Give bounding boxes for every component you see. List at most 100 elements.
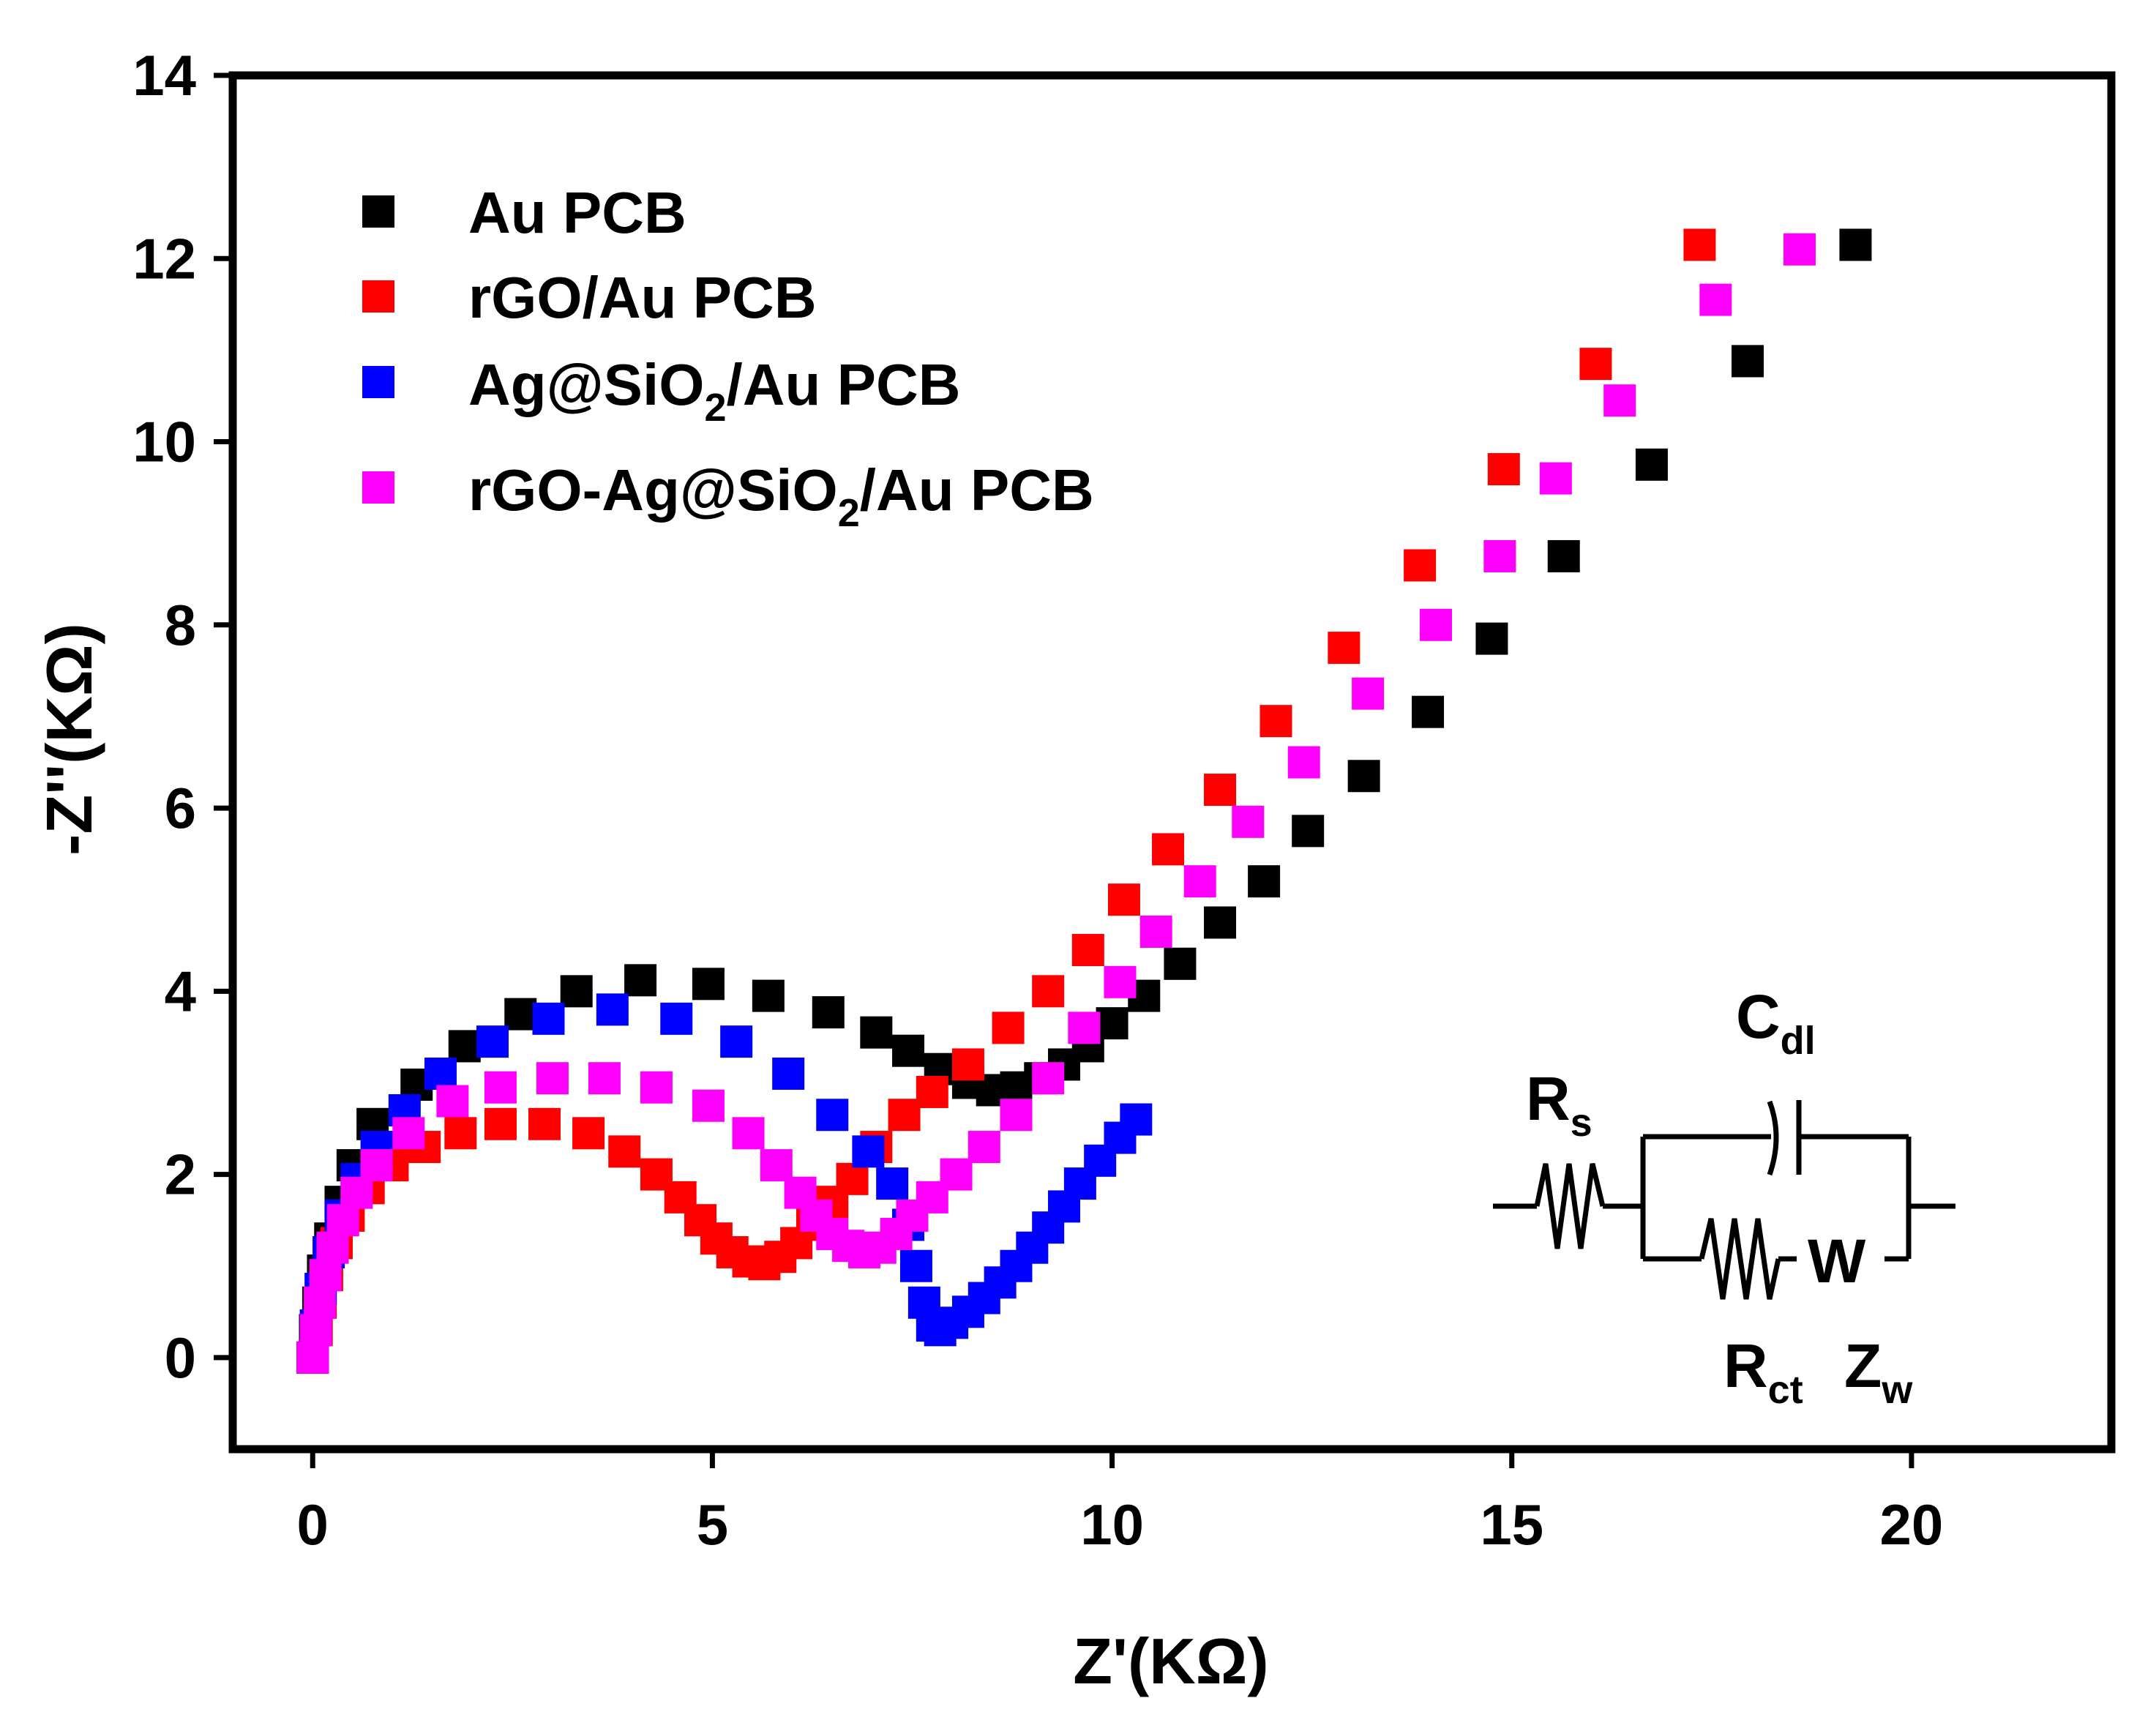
point-rgo-au-pcb — [1071, 934, 1104, 967]
x-tick-label: 15 — [1480, 1492, 1543, 1557]
point-rgo-ag-sio2-au-pcb — [1232, 805, 1265, 838]
point-rgo-ag-sio2-au-pcb — [1183, 865, 1216, 898]
point-rgo-ag-sio2-au-pcb — [588, 1062, 621, 1095]
circuit-label-zw: Zw — [1844, 1331, 1913, 1412]
point-rgo-au-pcb — [1032, 975, 1065, 1008]
y-tick-label: 8 — [165, 593, 196, 657]
equivalent-circuit — [1493, 1100, 1955, 1300]
point-ag-sio2-au-pcb — [1120, 1103, 1153, 1136]
point-rgo-au-pcb — [1404, 549, 1437, 582]
point-au-pcb — [1096, 1007, 1128, 1040]
circuit-label-w: W — [1808, 1227, 1866, 1295]
circuit-label-rct: Rct — [1723, 1331, 1803, 1412]
point-rgo-ag-sio2-au-pcb — [316, 1231, 349, 1264]
point-rgo-ag-sio2-au-pcb — [340, 1176, 373, 1209]
y-axis-title: -Z''(KΩ) — [33, 623, 105, 856]
point-ag-sio2-au-pcb — [816, 1099, 849, 1132]
y-tick-label: 10 — [132, 410, 196, 474]
y-tick-label: 14 — [132, 43, 196, 108]
circuit-label-cdl: Cdl — [1736, 982, 1816, 1063]
point-au-pcb — [504, 998, 537, 1031]
point-rgo-ag-sio2-au-pcb — [1104, 965, 1137, 998]
point-ag-sio2-au-pcb — [660, 1002, 693, 1035]
circuit-label-rs: Rs — [1526, 1064, 1592, 1145]
point-rgo-ag-sio2-au-pcb — [1000, 1099, 1033, 1132]
point-rgo-au-pcb — [1259, 705, 1292, 738]
point-au-pcb — [752, 979, 785, 1012]
circuit-resistor-rct — [1699, 1218, 1781, 1300]
point-rgo-ag-sio2-au-pcb — [1483, 539, 1516, 572]
point-rgo-ag-sio2-au-pcb — [732, 1117, 765, 1150]
point-rgo-ag-sio2-au-pcb — [436, 1085, 469, 1118]
circuit-capacitor-cdl-plate-left — [1767, 1100, 1779, 1176]
point-au-pcb — [1475, 622, 1508, 655]
point-ag-sio2-au-pcb — [772, 1057, 805, 1090]
point-rgo-ag-sio2-au-pcb — [392, 1117, 425, 1150]
point-rgo-au-pcb — [444, 1117, 477, 1150]
point-rgo-ag-sio2-au-pcb — [967, 1131, 1000, 1164]
point-ag-sio2-au-pcb — [876, 1167, 909, 1200]
point-rgo-ag-sio2-au-pcb — [1139, 915, 1172, 948]
point-rgo-ag-sio2-au-pcb — [1783, 233, 1816, 266]
point-rgo-ag-sio2-au-pcb — [1539, 462, 1572, 495]
point-rgo-ag-sio2-au-pcb — [1352, 677, 1385, 710]
point-rgo-au-pcb — [1152, 833, 1185, 866]
x-tick-label: 20 — [1880, 1492, 1944, 1557]
point-rgo-ag-sio2-au-pcb — [1419, 608, 1452, 641]
point-rgo-au-pcb — [608, 1135, 641, 1168]
point-rgo-ag-sio2-au-pcb — [640, 1071, 673, 1104]
point-au-pcb — [1547, 539, 1580, 572]
x-tick-label: 5 — [697, 1492, 728, 1557]
point-rgo-ag-sio2-au-pcb — [760, 1149, 793, 1182]
y-tick-label: 2 — [165, 1143, 196, 1207]
legend-label-rgo-ag-sio2-au-pcb: rGO-Ag@SiO2/Au PCB — [468, 457, 1094, 535]
legend-label-rgo-au-pcb: rGO/Au PCB — [468, 265, 817, 330]
point-rgo-ag-sio2-au-pcb — [1699, 283, 1732, 316]
point-au-pcb — [1292, 815, 1325, 848]
point-rgo-au-pcb — [916, 1075, 948, 1108]
y-tick-label: 0 — [165, 1325, 196, 1390]
axis-ticks: 0 5 10 15 20 0 2 4 6 8 10 12 14 — [132, 43, 1943, 1557]
point-rgo-au-pcb — [951, 1048, 984, 1081]
point-rgo-ag-sio2-au-pcb — [692, 1089, 725, 1122]
point-au-pcb — [1839, 228, 1872, 261]
legend: Au PCB rGO/Au PCB Ag@SiO2/Au PCB rGO-Ag@… — [362, 180, 1094, 535]
point-rgo-au-pcb — [1683, 228, 1716, 261]
point-rgo-au-pcb — [992, 1011, 1025, 1044]
point-rgo-au-pcb — [1487, 453, 1520, 486]
point-rgo-ag-sio2-au-pcb — [326, 1204, 359, 1237]
point-au-pcb — [448, 1030, 481, 1063]
point-au-pcb — [1164, 947, 1197, 980]
point-ag-sio2-au-pcb — [424, 1057, 457, 1090]
point-rgo-ag-sio2-au-pcb — [1603, 384, 1636, 417]
point-au-pcb — [1731, 345, 1764, 378]
point-rgo-ag-sio2-au-pcb — [304, 1286, 337, 1319]
legend-marker-rgo-ag-sio2-au-pcb — [362, 471, 394, 504]
plot-frame — [228, 71, 2116, 1454]
y-tick-label: 6 — [165, 776, 196, 840]
legend-label-au-pcb: Au PCB — [468, 180, 686, 245]
point-rgo-ag-sio2-au-pcb — [484, 1071, 517, 1104]
point-ag-sio2-au-pcb — [532, 1002, 565, 1035]
point-rgo-ag-sio2-au-pcb — [299, 1314, 332, 1347]
legend-marker-ag-sio2-au-pcb — [362, 366, 394, 398]
point-rgo-au-pcb — [572, 1117, 605, 1150]
point-rgo-au-pcb — [1328, 632, 1360, 665]
point-au-pcb — [692, 968, 725, 1001]
point-au-pcb — [860, 1016, 893, 1049]
point-au-pcb — [1347, 760, 1380, 793]
point-rgo-au-pcb — [484, 1107, 517, 1140]
point-rgo-ag-sio2-au-pcb — [1287, 746, 1320, 779]
point-rgo-ag-sio2-au-pcb — [1032, 1062, 1065, 1095]
point-au-pcb — [1412, 695, 1445, 728]
point-ag-sio2-au-pcb — [899, 1249, 932, 1282]
legend-marker-rgo-au-pcb — [362, 280, 394, 313]
point-ag-sio2-au-pcb — [596, 993, 629, 1026]
x-tick-label: 0 — [297, 1492, 329, 1557]
legend-marker-au-pcb — [362, 195, 394, 228]
point-ag-sio2-au-pcb — [720, 1025, 753, 1058]
point-rgo-au-pcb — [888, 1099, 921, 1132]
y-tick-label: 12 — [132, 226, 196, 291]
point-rgo-ag-sio2-au-pcb — [1068, 1011, 1101, 1044]
